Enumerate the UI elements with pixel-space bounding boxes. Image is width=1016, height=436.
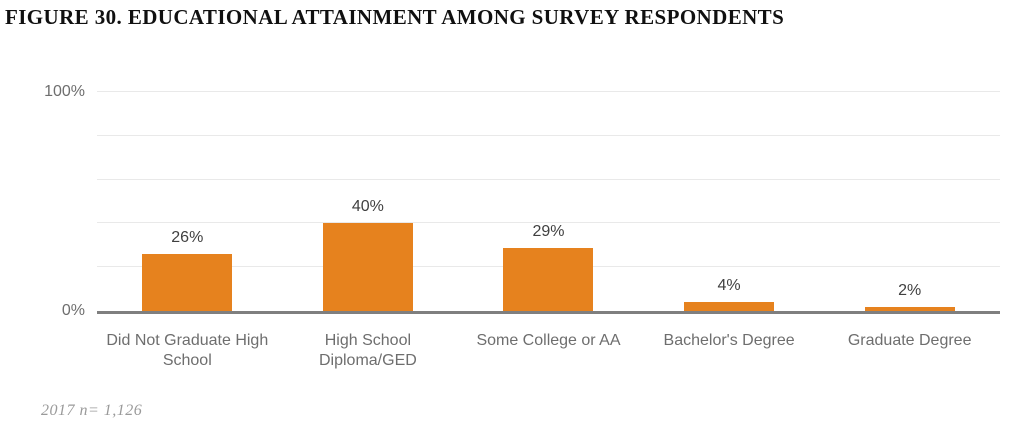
- bar: [503, 247, 594, 311]
- bar: [322, 223, 413, 311]
- gridline: [97, 178, 1000, 180]
- bar-value-label: 2%: [898, 281, 922, 299]
- bar-columns: 26% Did Not Graduate High School 40% High S…: [97, 92, 1000, 369]
- gridline: [97, 134, 1000, 136]
- bar-column: 29% Some College or AA: [458, 92, 639, 349]
- bar-value-label: 4%: [717, 277, 741, 295]
- category-label: Graduate Degree: [847, 332, 972, 349]
- sample-size-note: 2017 n= 1,126: [41, 402, 143, 419]
- gridline: [97, 91, 1000, 92]
- x-axis-line: [97, 311, 1000, 314]
- bar: [684, 302, 775, 311]
- bar-column: 2% Graduate Degree: [819, 92, 1000, 349]
- category-label: Some College or AA: [476, 332, 621, 349]
- category-label: Bachelor's Degree: [663, 332, 795, 349]
- gridline: [97, 222, 1000, 224]
- bar-column: 40% High School Diploma/GED: [278, 92, 459, 369]
- bar-value-label: 26%: [171, 229, 204, 247]
- bar: [864, 306, 955, 311]
- category-label: Did Not Graduate High School: [106, 332, 269, 369]
- bar-chart-plot-area: 100% 0% 26% Did Not Graduate High School 40…: [44, 84, 1000, 369]
- bar-column: 4% Bachelor's Degree: [639, 92, 820, 349]
- bar-column: 26% Did Not Graduate High School: [97, 92, 278, 369]
- y-axis-tick-label: 0%: [61, 302, 85, 319]
- bar: [142, 254, 233, 311]
- bar-value-label: 29%: [532, 222, 565, 240]
- category-label: High School Diploma/GED: [318, 332, 417, 369]
- y-axis-tick-label: 100%: [44, 83, 85, 100]
- figure-title: FIGURE 30. EDUCATIONAL ATTAINMENT AMONG …: [5, 5, 785, 29]
- bar-value-label: 40%: [351, 198, 384, 216]
